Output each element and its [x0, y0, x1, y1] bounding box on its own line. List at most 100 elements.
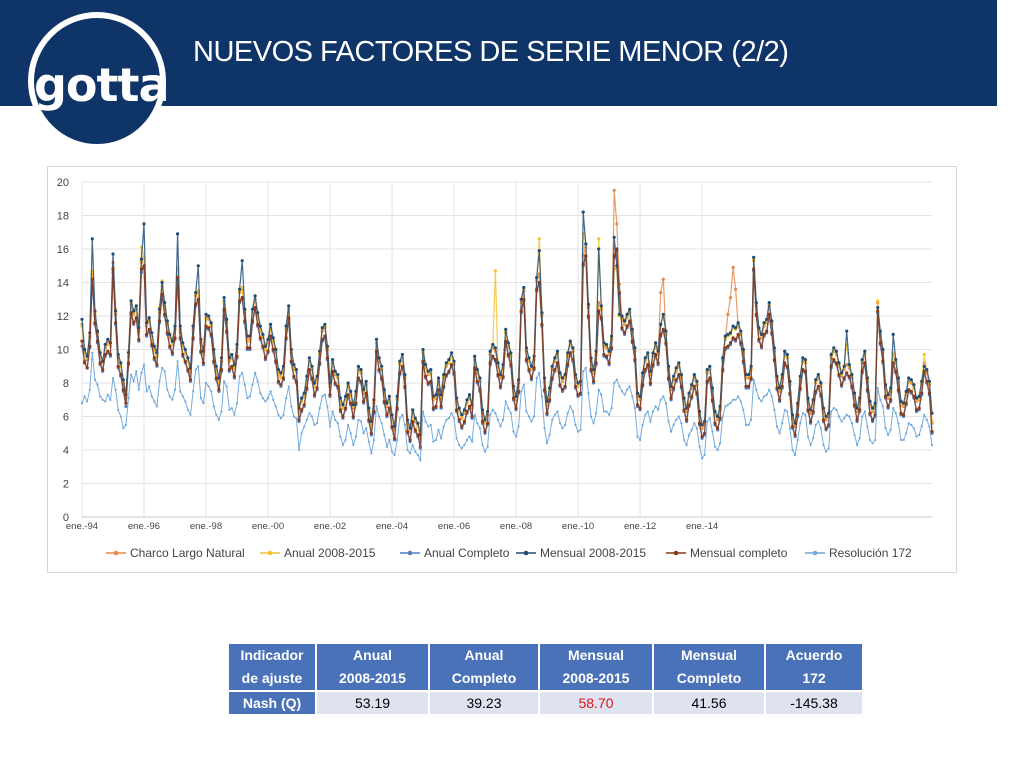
data-point	[343, 394, 348, 398]
data-point	[331, 358, 335, 362]
data-point	[194, 302, 198, 306]
header-cell-anual-completo: Anual Completo	[429, 644, 540, 691]
data-point	[429, 379, 433, 383]
data-point	[892, 407, 895, 410]
nash-value-anual-completo: 39.23	[429, 690, 540, 714]
data-point	[409, 452, 412, 455]
data-point	[773, 408, 776, 411]
data-point	[274, 347, 278, 352]
data-point	[605, 410, 608, 413]
data-point	[414, 450, 417, 453]
data-point	[643, 368, 647, 372]
data-point	[240, 259, 244, 263]
data-point	[736, 321, 740, 325]
data-point	[447, 417, 450, 420]
data-point	[201, 361, 205, 365]
data-point	[907, 376, 911, 380]
data-point	[263, 344, 267, 348]
data-point	[124, 404, 128, 408]
data-point	[599, 304, 603, 308]
data-point	[119, 415, 122, 418]
data-point	[927, 391, 932, 395]
data-point	[498, 373, 503, 377]
data-point	[612, 235, 616, 239]
data-point	[728, 341, 733, 345]
data-point	[845, 329, 849, 333]
data-point	[165, 319, 169, 323]
nash-value-mensual-completo: 41.56	[653, 690, 766, 714]
y-tick-label: 14	[57, 278, 69, 290]
data-point	[493, 358, 497, 362]
data-point	[871, 406, 875, 410]
header-line: Mensual	[680, 647, 737, 663]
data-point	[638, 406, 642, 410]
data-point	[359, 379, 363, 383]
x-tick-label: ene.-00	[252, 521, 284, 532]
data-point	[734, 398, 737, 401]
data-point	[922, 364, 926, 368]
data-point	[850, 384, 854, 388]
data-point	[126, 361, 131, 365]
data-point	[150, 395, 153, 398]
series-line	[81, 248, 933, 447]
data-point	[734, 337, 738, 341]
data-point	[411, 419, 415, 424]
data-point	[922, 352, 926, 357]
data-point	[790, 424, 795, 429]
y-tick-label: 2	[63, 479, 69, 491]
data-point	[799, 422, 802, 425]
data-point	[917, 406, 921, 410]
data-point	[752, 267, 756, 271]
data-point	[108, 352, 112, 357]
data-point	[522, 297, 526, 301]
data-point	[160, 280, 164, 285]
data-point	[173, 336, 177, 340]
data-point	[354, 435, 357, 438]
data-point	[148, 385, 151, 388]
data-point	[635, 403, 640, 407]
data-point	[524, 358, 528, 362]
data-point	[359, 420, 363, 423]
table-row: Nash (Q) 53.19 39.23 58.70 41.56 -145.38	[229, 690, 864, 714]
data-point	[620, 326, 624, 330]
data-point	[413, 428, 417, 432]
data-point	[137, 388, 140, 391]
data-point	[250, 319, 255, 323]
data-point	[737, 395, 740, 398]
data-point	[757, 397, 761, 400]
data-point	[416, 421, 420, 425]
data-point	[726, 312, 730, 316]
data-point	[447, 369, 451, 373]
header-line: de ajuste	[241, 670, 303, 686]
data-point	[186, 368, 190, 372]
data-point	[457, 406, 461, 410]
data-point	[475, 368, 479, 372]
data-point	[923, 413, 926, 416]
data-point	[196, 297, 200, 301]
data-point	[731, 324, 735, 328]
data-point	[540, 395, 543, 398]
data-point	[253, 294, 257, 298]
data-point	[429, 368, 433, 372]
data-point	[356, 376, 360, 380]
data-point	[486, 421, 490, 425]
data-point	[827, 423, 831, 427]
data-point	[679, 384, 684, 388]
data-point	[129, 299, 133, 303]
data-point	[863, 361, 867, 365]
data-point	[101, 398, 104, 401]
data-point	[80, 339, 84, 343]
data-point	[380, 376, 384, 380]
data-point	[701, 457, 704, 460]
data-point	[163, 370, 166, 373]
data-point	[519, 309, 523, 313]
data-point	[917, 394, 921, 398]
data-point	[555, 349, 559, 353]
data-point	[217, 376, 221, 380]
data-point	[452, 371, 456, 375]
data-point	[568, 339, 572, 343]
data-point	[522, 285, 526, 290]
data-point	[754, 312, 758, 316]
data-point	[865, 388, 870, 392]
data-point	[130, 373, 133, 376]
